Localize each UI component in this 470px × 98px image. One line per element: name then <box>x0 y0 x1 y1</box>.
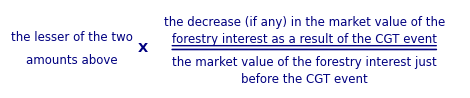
Text: the decrease (if any) in the market value of the: the decrease (if any) in the market valu… <box>164 16 445 29</box>
Text: amounts above: amounts above <box>26 54 118 67</box>
Text: forestry interest as a result of the CGT event: forestry interest as a result of the CGT… <box>172 33 437 46</box>
Text: before the CGT event: before the CGT event <box>241 73 368 86</box>
Text: the market value of the forestry interest just: the market value of the forestry interes… <box>172 56 437 69</box>
Text: X: X <box>138 43 149 55</box>
Text: the lesser of the two: the lesser of the two <box>11 31 133 44</box>
